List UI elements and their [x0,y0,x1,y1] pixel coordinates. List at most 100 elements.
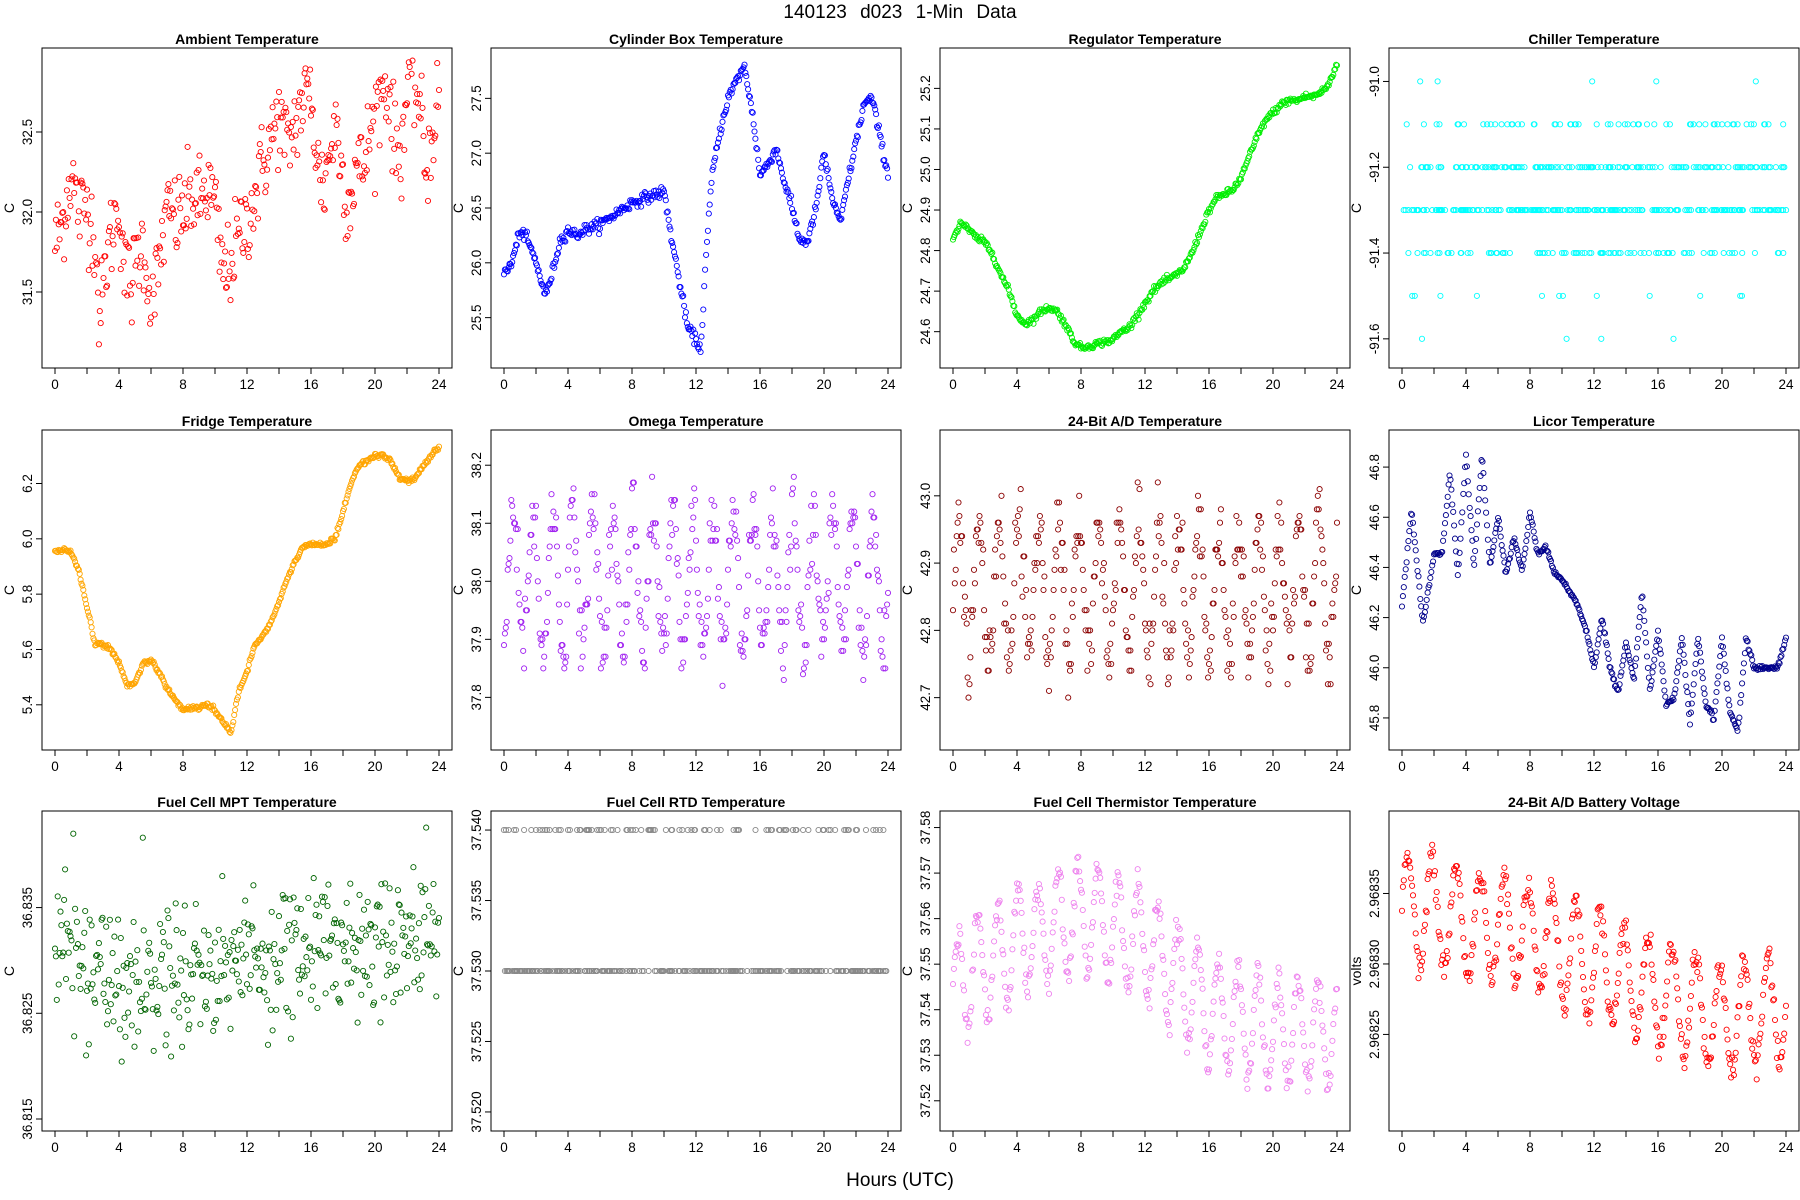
data-point [415,920,422,927]
data-point [609,502,616,509]
data-point [1523,537,1530,545]
data-point [286,921,293,928]
data-point [835,601,842,608]
data-point [747,100,754,107]
data-point [86,916,93,923]
data-point [1311,1006,1318,1013]
data-point [222,284,230,291]
data-point [851,146,858,153]
data-point [1079,906,1086,914]
data-point [791,520,798,527]
data-points [51,443,443,736]
data-point [1093,860,1100,867]
data-point [1428,568,1435,576]
panel-title: Regulator Temperature [1069,31,1222,47]
data-point [1019,593,1026,600]
data-point [504,268,511,275]
data-point [144,298,151,305]
data-point [952,566,959,573]
data-point [1659,668,1666,675]
data-point [147,314,155,321]
x-tick-label: 12 [1586,759,1601,774]
data-point [1276,970,1283,977]
y-axis-label: C [1,585,17,595]
data-point [506,555,513,562]
data-point [1714,680,1721,687]
data-point [151,966,158,973]
data-point [815,595,822,602]
data-point [243,951,250,958]
x-tick-label: 24 [1778,377,1794,392]
data-point [1189,998,1196,1005]
data-point [380,928,387,935]
data-point [1143,647,1150,654]
data-point [774,572,781,579]
data-point [970,951,978,958]
data-point [235,225,242,232]
data-point [1044,980,1051,988]
data-point [1020,949,1027,956]
data-point [356,891,363,898]
x-tick-label: 4 [115,759,123,774]
data-point [688,502,695,509]
data-point [182,225,189,232]
data-point [310,144,317,151]
data-point [846,526,853,533]
data-point [209,174,216,181]
data-point [392,100,399,107]
data-point [1239,1008,1246,1015]
data-point [1290,1003,1298,1011]
data-point [776,607,783,614]
data-point [859,647,866,654]
y-tick-label: 6.2 [20,474,35,493]
data-point [1080,922,1087,930]
data-point [290,146,297,153]
data-point [1700,249,1707,257]
data-point [608,566,615,573]
data-point [1260,593,1267,600]
data-point [1269,627,1277,634]
data-point [724,601,731,608]
data-point [1087,955,1094,962]
data-point [1479,458,1486,465]
data-point [1185,674,1192,681]
data-point [172,900,179,907]
data-point [1643,653,1651,660]
data-point [706,201,713,208]
x-tick-label: 12 [1137,759,1152,774]
data-point [1251,992,1258,999]
data-point [117,266,124,273]
data-point [579,653,586,660]
x-axis: 0 4 8 12 16 20 24 [500,368,896,392]
data-point [951,954,958,961]
data-point [829,491,836,498]
data-point [1050,919,1057,926]
data-point [1593,292,1600,299]
data-point [544,589,551,596]
data-point [500,642,508,649]
data-point [857,642,864,649]
data-point [1499,547,1506,554]
data-point [83,1052,90,1059]
data-point [93,259,100,266]
data-point [111,200,118,207]
data-point [1002,600,1009,607]
data-point [553,543,561,550]
data-point [1598,335,1605,342]
data-point [130,918,137,926]
data-point [136,282,143,289]
data-point [1179,965,1186,972]
data-point [269,1027,276,1034]
data-point [550,508,557,515]
data-point [1071,903,1078,910]
y-tick-label: 25.5 [469,304,484,330]
data-point [369,103,376,110]
data-point [1100,928,1107,935]
data-point [1012,910,1019,917]
data-point [878,636,885,643]
data-point [381,994,388,1001]
data-point [1689,691,1696,698]
data-point [1498,542,1505,549]
data-point [802,659,809,666]
